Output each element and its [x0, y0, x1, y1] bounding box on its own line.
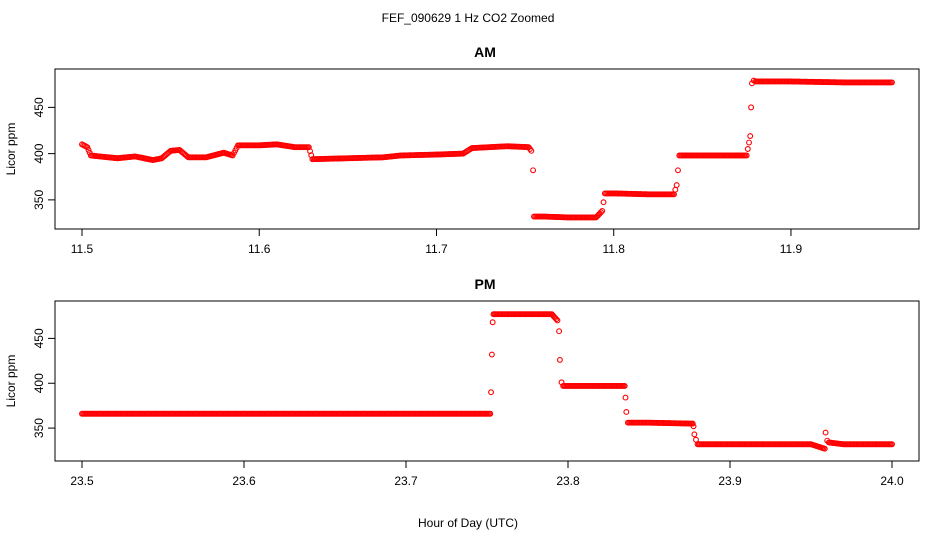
am-data-point: [530, 167, 537, 174]
am-y-axis-label: Licor ppm: [4, 123, 18, 176]
am-data-point: [747, 133, 754, 140]
pm-x-tick-label: 23.6: [232, 474, 256, 488]
pm-data-point: [621, 382, 628, 389]
am-data-point: [673, 182, 680, 189]
pm-data-point: [488, 351, 495, 358]
pm-data-point: [689, 420, 696, 427]
pm-data-point: [556, 328, 563, 335]
am-x-tick-label: 11.7: [425, 242, 448, 256]
am-y-tick-label: 350: [32, 190, 46, 210]
pm-data-point: [554, 317, 561, 324]
am-data-point: [528, 147, 535, 154]
pm-x-tick-label: 23.9: [718, 474, 742, 488]
x-axis-label: Hour of Day (UTC): [418, 516, 518, 530]
pm-y-tick-label: 350: [32, 418, 46, 438]
am-data-point: [675, 167, 681, 174]
am-y-axis: 350 400 450: [32, 97, 55, 210]
am-data-point: [672, 186, 679, 193]
am-data-point: [889, 79, 895, 86]
pm-data-point: [691, 431, 698, 438]
am-y-tick-label: 400: [32, 143, 46, 163]
am-data-point: [746, 139, 752, 146]
am-data-point: [598, 209, 604, 216]
am-panel-title: AM: [474, 44, 496, 60]
pm-x-tick-label: 24.0: [880, 474, 904, 488]
pm-y-axis-label: Licor ppm: [4, 355, 18, 408]
am-x-tick-label: 11.5: [71, 242, 94, 256]
pm-x-tick-label: 23.7: [394, 474, 418, 488]
pm-data-point: [889, 441, 895, 448]
pm-y-tick-label: 400: [32, 373, 46, 393]
pm-data-point: [622, 394, 629, 401]
pm-plot-frame: [54, 300, 920, 462]
pm-x-tick-label: 23.8: [556, 474, 580, 488]
pm-x-axis: 23.5 23.6 23.7 23.8 23.9 24.0: [70, 461, 904, 488]
am-data-point: [744, 146, 751, 152]
am-data-points: [79, 77, 895, 221]
am-panel: AM Licor ppm 11.5 11.6 11.7 11.8 11.9 350 400…: [4, 44, 920, 256]
pm-panel: PM Licor ppm 23.5 23.6 23.7 23.8 23.9 24.0 35…: [4, 276, 920, 488]
am-data-point: [743, 152, 750, 159]
am-x-tick-label: 11.8: [602, 242, 625, 256]
pm-data-point: [487, 410, 494, 417]
pm-panel-title: PM: [475, 276, 496, 292]
pm-data-point: [488, 389, 494, 396]
pm-x-tick-label: 23.5: [70, 474, 94, 488]
pm-y-tick-label: 450: [32, 328, 46, 348]
am-x-tick-label: 11.9: [780, 242, 803, 256]
pm-data-points: [79, 311, 895, 452]
am-plot-frame: [54, 68, 920, 230]
am-data-point: [600, 199, 607, 206]
am-y-tick-label: 450: [32, 97, 46, 117]
pm-data-point: [553, 316, 560, 323]
pm-y-axis: 350 400 450: [32, 328, 55, 438]
figure-title: FEF_090629 1 Hz CO2 Zoomed: [382, 11, 555, 25]
am-x-tick-label: 11.6: [248, 242, 271, 256]
pm-data-point: [556, 356, 563, 363]
am-x-axis: 11.5 11.6 11.7 11.8 11.9: [71, 229, 803, 256]
pm-data-point: [822, 429, 829, 436]
am-data-point: [85, 146, 92, 153]
pm-data-point: [690, 423, 697, 430]
pm-data-point: [821, 445, 828, 452]
am-data-point: [748, 104, 755, 111]
am-data-point: [84, 144, 91, 151]
pm-data-point: [623, 409, 630, 415]
am-data-point: [599, 208, 606, 214]
pm-data-point: [489, 319, 496, 326]
